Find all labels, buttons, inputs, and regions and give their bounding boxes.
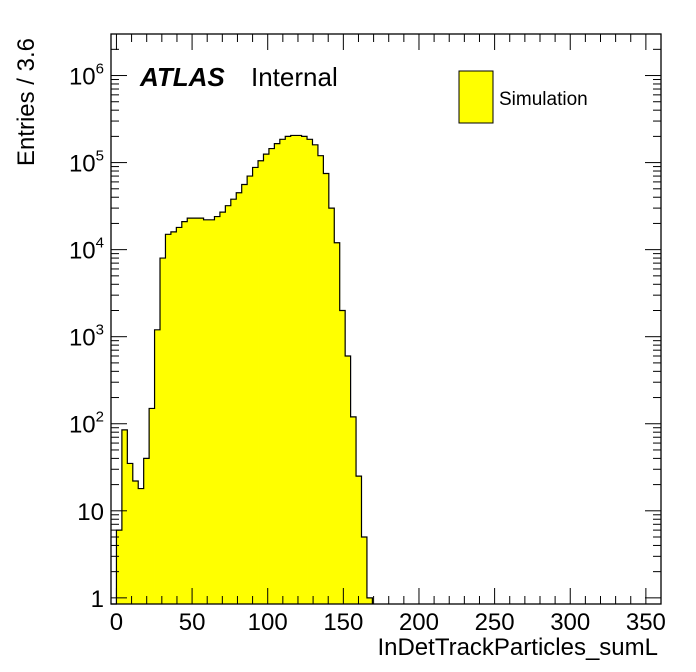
histogram-bin <box>345 356 352 604</box>
internal-label: Internal <box>251 62 338 92</box>
histogram-bin <box>361 537 368 604</box>
y-tick-label: 103 <box>69 322 104 352</box>
histogram-bin <box>143 458 150 604</box>
x-tick-label: 0 <box>110 609 123 636</box>
x-tick-labels: 0 50 100 150 200 250 300 350 <box>110 609 666 636</box>
histogram-bin <box>160 258 166 604</box>
y-axis-title: Entries / 3.6 <box>13 38 40 166</box>
y-tick-label: 104 <box>69 235 104 265</box>
histogram-bin <box>301 136 308 604</box>
histogram-bin <box>268 148 275 605</box>
histogram-bin <box>181 221 188 605</box>
histogram-bin <box>116 530 123 604</box>
y-tick-label: 1 <box>91 586 104 613</box>
histogram-bin <box>170 231 177 605</box>
atlas-label: ATLAS <box>139 62 225 92</box>
histogram-bin <box>296 135 302 605</box>
histogram-bin <box>187 218 194 604</box>
histogram-bin <box>214 216 221 605</box>
histogram-bin <box>236 192 243 604</box>
histogram-bin <box>241 184 248 604</box>
histogram-bin <box>165 234 172 605</box>
x-axis-title: InDetTrackParticles_sumL <box>377 634 658 661</box>
histogram-bin <box>121 429 128 604</box>
histogram-bin <box>247 176 253 604</box>
histogram-bin <box>356 476 362 604</box>
histogram-bin <box>132 480 139 604</box>
histogram-bars <box>111 134 373 605</box>
x-tick-label: 150 <box>323 609 363 636</box>
x-tick-label: 300 <box>550 609 590 636</box>
x-tick-label: 350 <box>626 609 666 636</box>
histogram-bin <box>279 139 286 604</box>
histogram-bin <box>219 212 226 605</box>
histogram-bin <box>350 416 357 604</box>
x-tick-label: 50 <box>179 609 206 636</box>
histogram-bin <box>334 242 341 605</box>
legend-swatch <box>458 70 494 124</box>
y-tick-label: 10 <box>77 499 104 526</box>
histogram-bin <box>317 155 324 604</box>
x-tick-label: 100 <box>248 609 288 636</box>
histogram-bin <box>274 143 281 604</box>
histogram-bin <box>323 173 330 604</box>
histogram-bin <box>312 144 319 604</box>
histogram-bin <box>203 219 210 604</box>
histogram-bin <box>258 160 264 604</box>
histogram-bin <box>225 205 232 605</box>
histogram-outline <box>111 134 373 605</box>
histogram-bin <box>154 329 161 604</box>
histogram-bin <box>149 408 155 604</box>
histogram-bin <box>176 227 183 605</box>
histogram-bin <box>252 167 259 605</box>
plot-frame <box>110 33 662 605</box>
histogram-bin <box>209 219 215 604</box>
histogram-bin <box>285 136 292 604</box>
y-tick-labels: 1 10 102 103 104 105 106 <box>69 61 104 613</box>
histogram-bin <box>339 310 346 604</box>
histogram-bin <box>263 154 270 604</box>
histogram-bin <box>307 139 313 604</box>
y-tick-label: 105 <box>69 148 104 178</box>
histogram-bin <box>198 218 204 604</box>
histogram-bin <box>290 135 297 605</box>
histogram-bin <box>328 208 335 604</box>
histogram-bin <box>230 199 237 604</box>
x-tick-label: 250 <box>475 609 515 636</box>
y-tick-label: 102 <box>69 409 104 439</box>
histogram-bin <box>138 488 145 604</box>
histogram-bin <box>192 218 199 604</box>
axis-ticks <box>111 33 662 604</box>
y-tick-label: 106 <box>69 61 104 91</box>
histogram-bin <box>127 463 134 604</box>
legend-label: Simulation <box>499 89 588 110</box>
x-tick-label: 200 <box>399 609 439 636</box>
histogram-bin <box>366 597 373 604</box>
